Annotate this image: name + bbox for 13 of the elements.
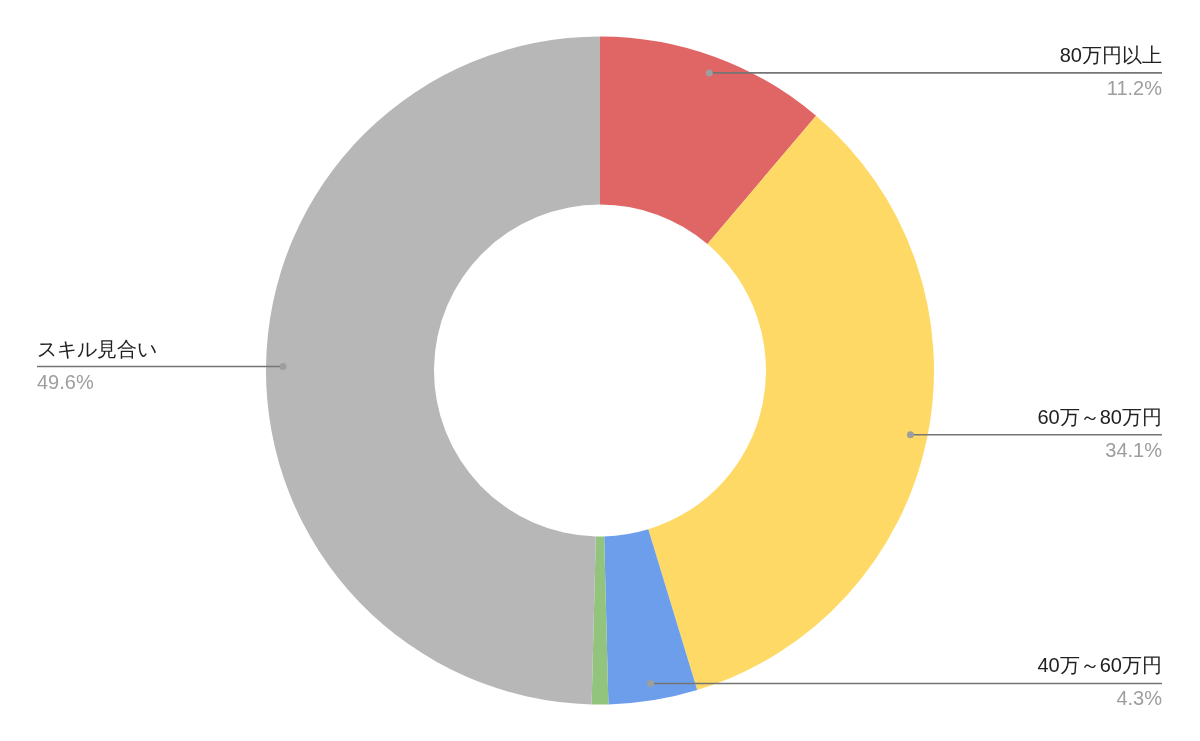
- donut-slice: [591, 536, 609, 705]
- data-label: 49.6%: [37, 370, 94, 393]
- slice-label: スキル見合い: [37, 337, 157, 360]
- slice-label: 60万～80万円: [1037, 405, 1162, 428]
- data-label: 34.1%: [1105, 438, 1163, 461]
- slice-label: 80万円以上: [1059, 43, 1162, 66]
- donut-slice: [266, 36, 600, 705]
- donut-slice: [604, 529, 698, 705]
- slice-label: 40万～60万円: [1037, 654, 1162, 677]
- donut-slice: [600, 36, 817, 244]
- data-label: 4.3%: [1116, 687, 1163, 710]
- donut-slice: [648, 115, 934, 691]
- data-label: 11.2%: [1106, 76, 1163, 99]
